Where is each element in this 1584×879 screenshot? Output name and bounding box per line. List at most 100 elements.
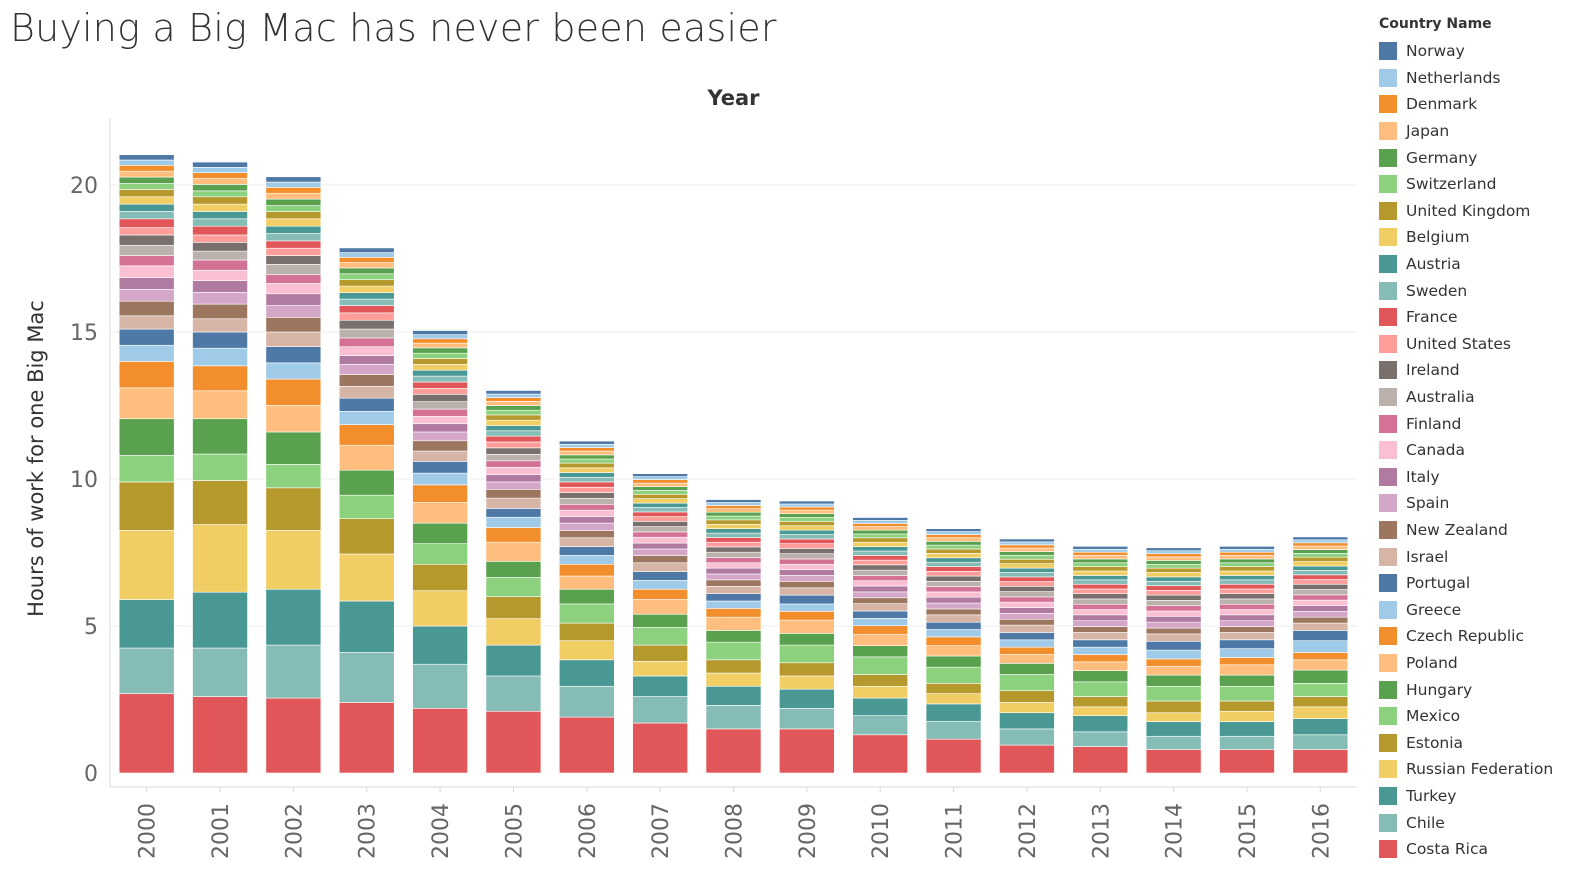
bar-segment[interactable] <box>338 273 395 280</box>
bar-segment[interactable] <box>705 541 762 548</box>
bar-segment[interactable] <box>999 646 1055 655</box>
bar-segment[interactable] <box>558 492 615 499</box>
bar-segment[interactable] <box>1219 593 1275 600</box>
bar-segment[interactable] <box>999 541 1055 546</box>
bar-segment[interactable] <box>999 596 1055 603</box>
bar-segment[interactable] <box>705 579 762 587</box>
bar-segment[interactable] <box>705 608 762 618</box>
bar-segment[interactable] <box>412 472 468 486</box>
bar-segment[interactable] <box>705 600 762 609</box>
bar-segment[interactable] <box>485 675 542 712</box>
bar-segment[interactable] <box>632 722 688 774</box>
legend-item[interactable]: Germany <box>1379 144 1579 171</box>
bar-segment[interactable] <box>118 165 175 172</box>
bar-segment[interactable] <box>632 644 688 662</box>
bar-segment[interactable] <box>779 548 835 554</box>
bar-segment[interactable] <box>192 234 248 243</box>
bar-segment[interactable] <box>705 532 762 538</box>
bar-segment[interactable] <box>1219 700 1275 712</box>
bar-segment[interactable] <box>925 608 982 616</box>
bar-segment[interactable] <box>852 541 909 547</box>
bar-segment[interactable] <box>118 234 175 246</box>
bar-segment[interactable] <box>779 610 835 621</box>
bar-segment[interactable] <box>412 440 468 452</box>
bar-segment[interactable] <box>192 453 248 481</box>
bar-segment[interactable] <box>485 454 542 462</box>
bar-segment[interactable] <box>485 419 542 426</box>
bar-segment[interactable] <box>632 493 688 499</box>
bar-segment[interactable] <box>705 499 762 503</box>
bar-segment[interactable] <box>1292 553 1349 558</box>
bar-segment[interactable] <box>1145 605 1202 612</box>
bar-segment[interactable] <box>852 564 909 571</box>
bar-segment[interactable] <box>485 618 542 646</box>
bar-segment[interactable] <box>632 555 688 564</box>
bar-segment[interactable] <box>118 481 175 531</box>
bar-segment[interactable] <box>705 567 762 575</box>
bar-segment[interactable] <box>1292 718 1349 736</box>
bar-segment[interactable] <box>192 190 248 198</box>
legend-item[interactable]: Switzerland <box>1379 171 1579 198</box>
bar-segment[interactable] <box>1145 610 1202 617</box>
bar-segment[interactable] <box>925 703 982 722</box>
bar-segment[interactable] <box>118 693 175 774</box>
bar-segment[interactable] <box>1072 681 1129 697</box>
bar-segment[interactable] <box>1219 639 1275 649</box>
bar-segment[interactable] <box>999 744 1055 774</box>
bar-segment[interactable] <box>338 346 395 356</box>
bar-segment[interactable] <box>338 355 395 365</box>
bar-segment[interactable] <box>705 505 762 509</box>
legend-item[interactable]: Netherlands <box>1379 65 1579 92</box>
bar-segment[interactable] <box>925 575 982 582</box>
bar-segment[interactable] <box>1072 551 1129 556</box>
bar-segment[interactable] <box>705 523 762 529</box>
bar-segment[interactable] <box>925 581 982 587</box>
bar-segment[interactable] <box>779 619 835 634</box>
bar-segment[interactable] <box>412 563 468 592</box>
bar-segment[interactable] <box>192 390 248 420</box>
legend-item[interactable]: Italy <box>1379 464 1579 491</box>
bar-segment[interactable] <box>412 708 468 774</box>
bar-segment[interactable] <box>1292 734 1349 750</box>
bar-segment[interactable] <box>779 558 835 565</box>
bar-segment[interactable] <box>558 447 615 452</box>
bar-segment[interactable] <box>265 644 322 699</box>
bar-segment[interactable] <box>118 170 175 178</box>
bar-segment[interactable] <box>412 347 468 354</box>
bar-segment[interactable] <box>192 259 248 271</box>
bar-segment[interactable] <box>999 576 1055 582</box>
bar-segment[interactable] <box>192 225 248 236</box>
bar-segment[interactable] <box>999 639 1055 648</box>
bar-segment[interactable] <box>925 571 982 577</box>
bar-segment[interactable] <box>1145 556 1202 561</box>
bar-segment[interactable] <box>1219 558 1275 564</box>
bar-segment[interactable] <box>632 599 688 615</box>
bar-segment[interactable] <box>338 411 395 425</box>
bar-segment[interactable] <box>485 497 542 509</box>
bar-segment[interactable] <box>485 414 542 421</box>
bar-segment[interactable] <box>412 364 468 371</box>
bar-segment[interactable] <box>558 563 615 577</box>
legend-item[interactable]: Norway <box>1379 38 1579 65</box>
bar-segment[interactable] <box>192 167 248 173</box>
bar-segment[interactable] <box>338 247 395 253</box>
bar-segment[interactable] <box>192 647 248 697</box>
bar-segment[interactable] <box>1219 588 1275 594</box>
bar-segment[interactable] <box>1145 721 1202 737</box>
bar-segment[interactable] <box>779 633 835 646</box>
bar-segment[interactable] <box>192 211 248 220</box>
bar-segment[interactable] <box>632 571 688 581</box>
bar-segment[interactable] <box>925 531 982 535</box>
bar-segment[interactable] <box>118 361 175 389</box>
bar-segment[interactable] <box>779 587 835 596</box>
bar-segment[interactable] <box>558 458 615 464</box>
bar-segment[interactable] <box>192 161 248 168</box>
bar-segment[interactable] <box>118 227 175 236</box>
bar-segment[interactable] <box>1292 561 1349 567</box>
bar-segment[interactable] <box>1072 626 1129 633</box>
bar-segment[interactable] <box>338 262 395 269</box>
bar-segment[interactable] <box>338 702 395 774</box>
bar-segment[interactable] <box>779 521 835 527</box>
bar-segment[interactable] <box>852 575 909 582</box>
bar-segment[interactable] <box>632 531 688 538</box>
